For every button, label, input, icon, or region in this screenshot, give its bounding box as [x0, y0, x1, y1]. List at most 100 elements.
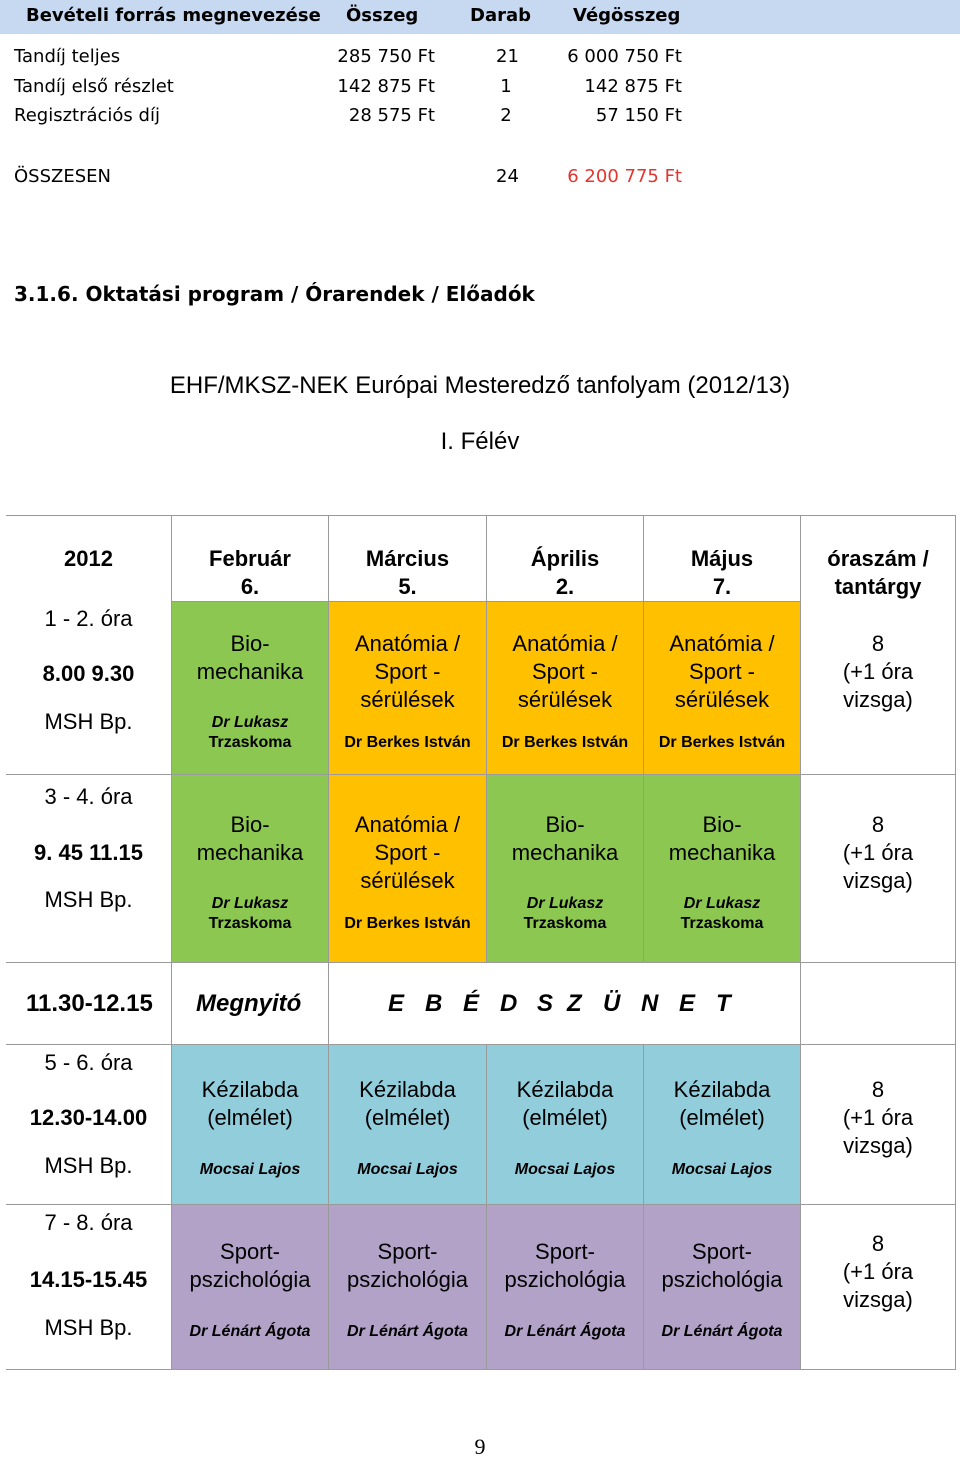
- course-name: sérülések: [674, 687, 770, 712]
- course-name: Bio-: [545, 812, 585, 837]
- course-cell: Kézilabda (elmélet) Mocsai Lajos: [328, 1045, 486, 1205]
- slot-hours: 1 - 2. óra: [44, 606, 133, 631]
- hours-count: 8: [871, 1231, 885, 1256]
- course-name: Anatómia /: [354, 812, 461, 837]
- slot-time: 9. 45 11.15: [34, 840, 143, 865]
- course-name: Bio-: [230, 812, 270, 837]
- course-name: pszichológia: [346, 1267, 469, 1292]
- time-slot-cell: 1 - 2. óra 8.00 9.30 MSH Bp.: [6, 605, 171, 775]
- course-name: Sport-: [535, 1239, 595, 1264]
- revenue-sum-label: ÖSSZESEN: [14, 166, 111, 187]
- lunch-break-letter: N: [641, 990, 659, 1017]
- month-name: Május: [690, 546, 754, 571]
- hours-count-cell: 8 (+1 óra vizsga): [800, 1205, 956, 1370]
- course-name: mechanika: [668, 840, 776, 865]
- revenue-header-name: Bevételi forrás megnevezése: [26, 5, 321, 26]
- lecturer-name: Dr Lénárt Ágota: [347, 1323, 468, 1340]
- course-name: pszichológia: [504, 1267, 626, 1292]
- lecturer-name: Mocsai Lajos: [357, 1161, 458, 1178]
- lecturer-name: Dr Lukasz: [526, 895, 604, 912]
- course-name: Bio-: [230, 631, 270, 656]
- course-cell: Kézilabda (elmélet) Mocsai Lajos: [486, 1045, 643, 1205]
- revenue-amount: 28 575 Ft: [348, 105, 435, 126]
- slot-time: 8.00 9.30: [42, 661, 135, 686]
- month-name: Április: [530, 546, 600, 571]
- revenue-total: 142 875 Ft: [584, 76, 682, 97]
- hours-count-note: vizsga): [843, 1287, 913, 1312]
- lunch-break-letter: D: [500, 990, 518, 1017]
- lecturer-name: Dr Berkes István: [344, 915, 471, 932]
- break-divider: [328, 963, 329, 1045]
- month-day: 6.: [240, 574, 260, 599]
- year-header-cell: 2012: [6, 515, 171, 605]
- slot-place: MSH Bp.: [44, 709, 133, 734]
- lecturer-name: Dr Berkes István: [658, 734, 786, 751]
- break-row: [6, 963, 956, 1045]
- lecturer-name: Dr Lukasz: [211, 714, 289, 731]
- hours-count-note: (+1 óra: [842, 1259, 914, 1284]
- hours-count-note: (+1 óra: [842, 659, 914, 684]
- hours-count-cell: 8 (+1 óra vizsga): [800, 602, 956, 775]
- revenue-qty: 1: [500, 76, 512, 97]
- revenue-qty: 2: [500, 105, 512, 126]
- revenue-total: 57 150 Ft: [595, 105, 682, 126]
- course-name: Sport -: [374, 840, 441, 865]
- opening-label: Megnyitó: [196, 990, 302, 1017]
- hours-header-line1: óraszám /: [827, 546, 929, 571]
- course-title: EHF/MKSZ-NEK Európai Mesteredző tanfolya…: [169, 372, 791, 399]
- lecturer-name: Dr Lénárt Ágota: [504, 1323, 626, 1340]
- year-label: 2012: [64, 546, 113, 571]
- lunch-break-letter: E: [388, 990, 405, 1017]
- course-name: Anatómia /: [512, 631, 618, 656]
- hours-count: 8: [871, 1077, 885, 1102]
- course-cell: Bio- mechanika Dr Lukasz Trzaskoma: [171, 602, 328, 775]
- hours-count-note: vizsga): [843, 1133, 913, 1158]
- course-name: Sport -: [688, 659, 756, 684]
- course-name: Anatómia /: [669, 631, 775, 656]
- hours-count-note: (+1 óra: [842, 1105, 914, 1130]
- revenue-row: Regisztrációs díj 28 575 Ft 2 57 150 Ft: [0, 105, 960, 133]
- revenue-header-amount: Összeg: [346, 5, 419, 26]
- course-name: Sport -: [374, 659, 441, 684]
- course-name: (elmélet): [207, 1105, 293, 1130]
- semester-title: I. Félév: [440, 428, 520, 455]
- revenue-sum-qty: 24: [496, 166, 519, 187]
- page-number: 9: [474, 1434, 486, 1459]
- hours-count-note: vizsga): [843, 687, 913, 712]
- hours-count-note: (+1 óra: [842, 840, 914, 865]
- lecturer-name: Mocsai Lajos: [514, 1161, 616, 1178]
- schedule-grid: 2012 Február 6. Március 5. Április 2. Má…: [6, 515, 956, 1370]
- course-cell: Sport- pszichológia Dr Lénárt Ágota: [486, 1205, 643, 1370]
- lecturer-name: Dr Lukasz: [211, 895, 289, 912]
- course-cell: Anatómia / Sport - sérülések Dr Berkes I…: [643, 602, 800, 775]
- course-cell: Anatómia / Sport - sérülések Dr Berkes I…: [328, 775, 486, 963]
- break-divider: [800, 963, 801, 1045]
- month-header-cell: Május 7.: [643, 515, 800, 602]
- hours-header-line2: tantárgy: [834, 574, 922, 599]
- revenue-name: Regisztrációs díj: [14, 105, 160, 126]
- month-header-cell: Február 6.: [171, 515, 328, 602]
- course-name: (elmélet): [364, 1105, 451, 1130]
- course-cell: Bio- mechanika Dr Lukasz Trzaskoma: [643, 775, 800, 963]
- revenue-header-total: Végösszeg: [573, 5, 681, 26]
- lecturer-name: Dr Berkes István: [501, 734, 629, 751]
- slot-place: MSH Bp.: [44, 1315, 133, 1340]
- course-name: Kézilabda: [516, 1077, 614, 1102]
- lunch-break-letter: T: [716, 990, 731, 1017]
- lecturer-name: Dr Lukasz: [683, 895, 761, 912]
- break-time: 11.30-12.15: [26, 990, 153, 1017]
- course-name: mechanika: [196, 840, 304, 865]
- course-name: (elmélet): [679, 1105, 765, 1130]
- hours-count: 8: [871, 812, 885, 837]
- hours-count: 8: [871, 631, 885, 656]
- hours-count-note: vizsga): [843, 868, 913, 893]
- course-cell: Sport- pszichológia Dr Lénárt Ágota: [643, 1205, 800, 1370]
- time-slot-cell: 7 - 8. óra 14.15-15.45 MSH Bp.: [6, 1205, 171, 1370]
- course-name: sérülések: [517, 687, 613, 712]
- month-day: 2.: [555, 574, 575, 599]
- month-day: 5.: [398, 574, 417, 599]
- time-slot-cell: 3 - 4. óra 9. 45 11.15 MSH Bp.: [6, 775, 171, 963]
- lunch-break-letter: Ü: [603, 990, 621, 1017]
- lecturer-name: Mocsai Lajos: [199, 1161, 301, 1178]
- lunch-break-letter: É: [463, 990, 480, 1017]
